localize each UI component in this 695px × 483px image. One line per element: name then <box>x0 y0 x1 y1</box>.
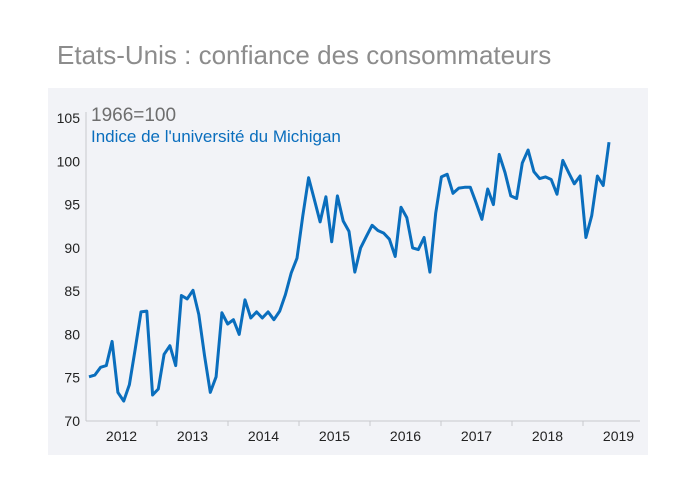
x-tick-label: 2013 <box>177 428 208 444</box>
y-tick-label: 70 <box>64 413 80 429</box>
chart-panel <box>48 88 648 455</box>
y-tick-label: 100 <box>57 153 81 169</box>
y-tick-label: 85 <box>64 283 80 299</box>
series-label: Indice de l'université du Michigan <box>91 127 341 146</box>
x-tick-label: 2017 <box>461 428 492 444</box>
x-tick-label: 2016 <box>390 428 421 444</box>
y-tick-label: 105 <box>57 110 81 126</box>
x-tick-label: 2019 <box>603 428 634 444</box>
x-tick-label: 2015 <box>319 428 350 444</box>
chart-title: Etats-Unis : confiance des consommateurs <box>57 40 552 70</box>
x-tick-label: 2018 <box>532 428 563 444</box>
x-tick-label: 2012 <box>106 428 137 444</box>
y-tick-label: 75 <box>64 370 80 386</box>
y-tick-label: 90 <box>64 240 80 256</box>
series-line-michigan-index <box>88 142 611 403</box>
base-label: 1966=100 <box>91 105 176 126</box>
y-tick-label: 95 <box>64 197 80 213</box>
y-tick-label: 80 <box>64 326 80 342</box>
x-tick-label: 2014 <box>248 428 279 444</box>
